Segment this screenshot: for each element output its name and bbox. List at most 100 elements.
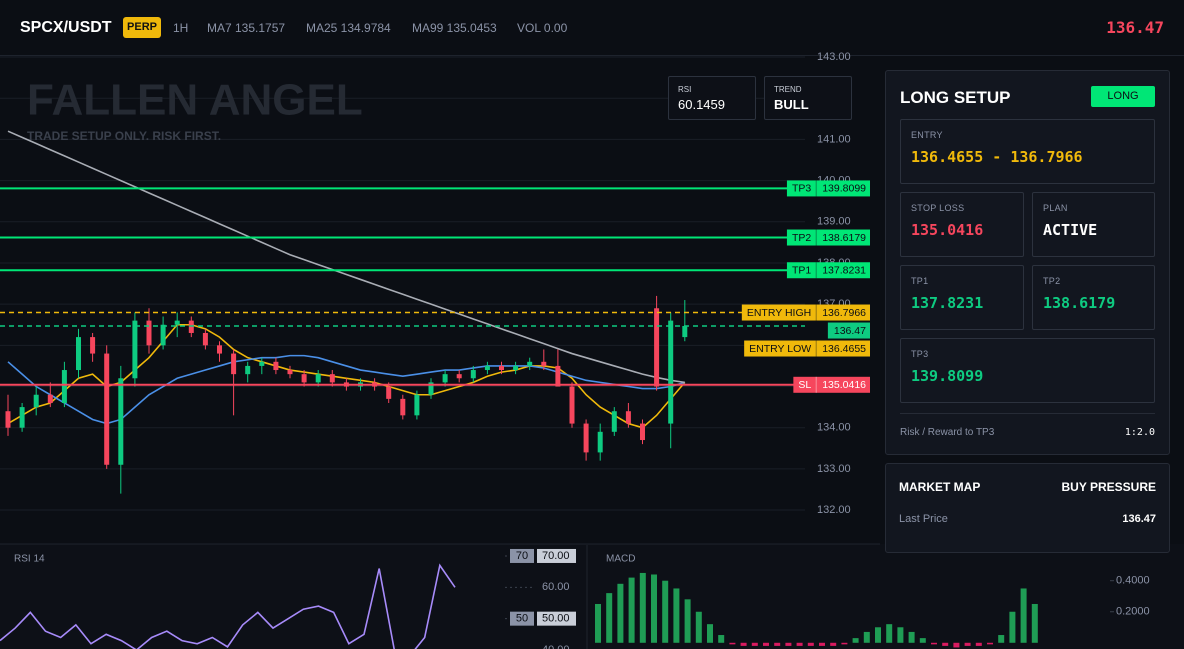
y-tick-label: 50.00	[542, 613, 570, 625]
stat-label: RSI	[678, 85, 692, 94]
macd-bar	[740, 642, 747, 646]
level-label: SL	[798, 379, 811, 391]
candle-body	[569, 386, 575, 424]
tp2-box: TP2 138.6179	[1032, 265, 1155, 330]
macd-bar	[606, 593, 613, 643]
stat-value: BULL	[774, 97, 809, 112]
candle-body	[513, 365, 519, 371]
candle-body	[273, 361, 279, 371]
level-tag-box	[744, 340, 870, 357]
macd-bar	[639, 572, 646, 643]
macd-bar	[841, 642, 848, 645]
candle-body	[527, 361, 533, 366]
y-tick-label: 134.00	[817, 422, 851, 434]
y-tick-label: 141.00	[817, 133, 851, 145]
symbol[interactable]: SPCX/USDT	[20, 19, 112, 36]
candle-body	[245, 365, 251, 375]
y-tick-label: 60.00	[542, 581, 570, 593]
price-axis: 143.00142.00141.00140.00139.00138.00137.…	[817, 51, 851, 516]
candle-body	[583, 423, 589, 453]
level-tag: 135.0416 SL	[793, 376, 870, 393]
long-badge: LONG	[1091, 86, 1155, 107]
candle-body	[682, 325, 688, 338]
level-tag-box	[793, 376, 870, 393]
y-tick-label: 143.00	[817, 51, 851, 63]
candle-body	[61, 370, 67, 403]
tp3-label: TP3	[911, 349, 929, 359]
candle-body	[400, 398, 406, 416]
level-marker: 50	[516, 613, 528, 625]
last-price-value: 136.47	[1122, 513, 1156, 525]
candle-body	[668, 320, 674, 424]
tick-label-box	[537, 548, 576, 563]
level-value: 139.8099	[822, 183, 866, 195]
watermark-title: FALLEN ANGEL	[27, 76, 363, 125]
candle-body	[301, 374, 307, 383]
last-price: 136.47	[1106, 18, 1164, 37]
macd-bar	[953, 642, 960, 648]
level-tag: 136.7966 ENTRY HIGH	[741, 304, 870, 321]
y-tick-label: 139.00	[817, 216, 851, 228]
ma25-info: MA25 134.9784	[306, 21, 391, 35]
candle-body	[118, 378, 124, 465]
macd-bar	[886, 624, 893, 643]
level-marker-box	[510, 548, 534, 563]
stop-label: STOP LOSS	[911, 203, 965, 213]
interval[interactable]: 1H	[173, 21, 189, 35]
macd-bar	[673, 588, 680, 643]
level-tag: 136.47	[827, 322, 870, 339]
macd-bar	[774, 642, 781, 646]
entry-label: ENTRY	[911, 130, 943, 140]
rr-label: Risk / Reward to TP3	[900, 427, 995, 438]
candle-body	[47, 394, 53, 403]
level-tag-box	[827, 322, 870, 339]
candle-body	[470, 370, 476, 379]
candle-body	[33, 394, 39, 408]
macd-bar	[763, 642, 769, 646]
level-tag-box	[741, 304, 870, 321]
candle-body	[259, 361, 265, 366]
macd-bar	[684, 599, 691, 643]
candle-body	[160, 324, 166, 346]
candle-body	[146, 320, 152, 346]
candle-body	[329, 374, 335, 383]
rsi-line	[0, 563, 456, 649]
macd-bar	[998, 635, 1005, 643]
candle-body	[555, 365, 561, 387]
tp1-box: TP1 137.8231	[900, 265, 1024, 330]
candle-body	[174, 320, 180, 325]
macd-bar	[931, 642, 937, 645]
candle-body	[499, 365, 504, 371]
macd-bar	[628, 577, 635, 643]
y-tick-label: 133.00	[817, 463, 851, 475]
candle-body	[315, 374, 321, 383]
candle-body	[287, 370, 293, 375]
candle-body	[217, 345, 222, 354]
macd-bar	[875, 627, 881, 643]
y-tick-label: 0.4000	[1116, 575, 1150, 587]
rr-value: 1:2.0	[1124, 427, 1155, 438]
level-value: 138.6179	[822, 232, 866, 244]
market-map-panel: MARKET MAP BUY PRESSURE Last Price 136.4…	[885, 463, 1170, 553]
level-tag: 138.6179 TP2	[786, 229, 870, 246]
last-price-label: Last Price	[899, 513, 948, 525]
volume-info: VOL 0.00	[517, 21, 568, 35]
candle-body	[597, 431, 603, 453]
macd-bar	[987, 642, 993, 645]
ma7-info: MA7 135.1757	[207, 21, 286, 35]
level-tag: 137.8231 TP1	[786, 262, 870, 279]
ma99-info: MA99 135.0453	[412, 21, 497, 35]
level-tag: 136.4655 ENTRY LOW	[744, 340, 870, 357]
trade-levels: 139.8099 TP3 138.6179 TP2 137.8231 TP1 136.796…	[0, 180, 870, 393]
macd-bar	[1020, 588, 1027, 643]
macd-bar	[651, 574, 657, 643]
level-value: 136.4655	[822, 343, 866, 355]
macd-bar	[819, 642, 825, 646]
y-tick-label: 132.00	[817, 504, 851, 516]
moving-average	[7, 130, 685, 384]
macd-bar	[897, 627, 904, 643]
tp1-label: TP1	[911, 276, 929, 286]
candle-body	[104, 353, 110, 465]
candle-body	[414, 394, 420, 416]
